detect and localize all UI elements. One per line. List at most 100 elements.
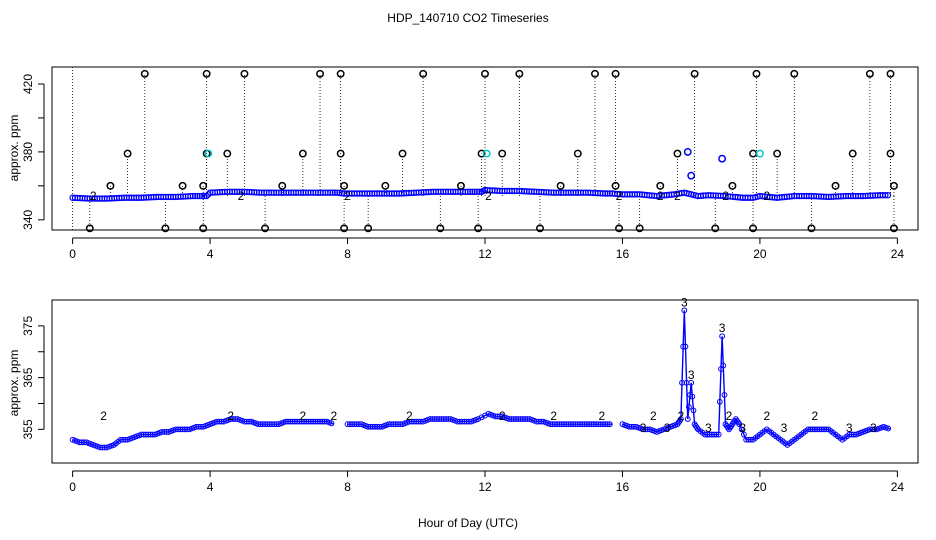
trace-point — [329, 189, 336, 196]
trace-point — [882, 191, 889, 199]
trace-point — [682, 343, 689, 350]
point-spikes-high — [515, 69, 524, 78]
trace-point — [681, 307, 688, 314]
point-spikes-low — [807, 224, 816, 233]
top-y-tick-label: 380 — [21, 142, 35, 162]
point-spikes-low — [261, 224, 270, 233]
point-spikes-mid — [223, 149, 232, 158]
bottom-y-axis-label: approx. ppm — [7, 350, 21, 417]
trace-line — [622, 310, 891, 446]
trace-green-label: 2 — [227, 409, 234, 423]
bottom-x-tick-label: 0 — [69, 480, 76, 494]
trace-blue-label: 3 — [739, 421, 746, 435]
point-blue-high — [687, 171, 696, 180]
trace-green-label: 2 — [657, 189, 664, 203]
bottom-x-tick-label: 24 — [891, 480, 905, 494]
point-spikes-mid — [340, 181, 349, 190]
trace-green-label: 2 — [650, 409, 657, 423]
bottom-x-tick-label: 12 — [478, 480, 492, 494]
trace-green-label: 2 — [763, 189, 770, 203]
chart-title: HDP_140710 CO2 Timeseries — [387, 11, 548, 25]
bottom-x-tick-label: 20 — [753, 480, 767, 494]
top-x-tick-label: 4 — [207, 247, 214, 261]
peak-label: 3 — [681, 295, 688, 309]
trace-point — [738, 426, 745, 433]
trace-green-label: 2 — [726, 409, 733, 423]
point-cyan-points — [755, 149, 764, 158]
point-spikes-mid — [178, 181, 187, 190]
bottom-x-tick-label: 8 — [344, 480, 351, 494]
top-plot-frame — [51, 66, 919, 231]
point-spikes-high — [140, 69, 149, 78]
trace-green-label: 2 — [763, 409, 770, 423]
trace-green-label: 2 — [598, 409, 605, 423]
trace-point — [191, 192, 199, 200]
point-spikes-high — [481, 69, 489, 78]
peak-label: 3 — [688, 368, 695, 382]
trace-green-label: 2 — [344, 189, 351, 203]
trace-blue-label: 3 — [640, 421, 647, 435]
trace-blue-label: 3 — [705, 421, 712, 435]
trace-point — [689, 393, 696, 400]
bottom-y-axis: 355 365 375 — [21, 316, 45, 439]
trace-blue-label: 3 — [846, 421, 853, 435]
trace-point — [476, 188, 483, 195]
bottom-x-tick-label: 4 — [207, 480, 214, 494]
point-spikes-low — [85, 224, 94, 233]
top-x-tick-label: 24 — [891, 247, 905, 261]
point-spikes-mid — [477, 149, 486, 158]
trace-point — [719, 333, 726, 340]
point-spikes-mid — [456, 181, 465, 190]
trace-green-label: 2 — [616, 189, 623, 203]
trace-point — [884, 191, 892, 199]
point-spikes-low — [364, 224, 373, 233]
top-x-tick-label: 0 — [69, 247, 76, 261]
trace-green-label: 2 — [300, 409, 307, 423]
point-spikes-high — [419, 69, 428, 78]
point-spikes-high — [865, 69, 874, 78]
trace-point — [885, 425, 892, 432]
point-spikes-high — [790, 69, 799, 78]
trace-point — [736, 421, 743, 428]
trace-point — [328, 420, 335, 427]
trace-point — [194, 192, 201, 200]
top-spike-lines — [72, 67, 895, 230]
trace-point — [473, 188, 481, 195]
point-spikes-low — [536, 224, 544, 233]
bottom-y-tick-label: 375 — [21, 316, 35, 336]
trace-green-label: 2 — [499, 409, 506, 423]
point-spikes-mid — [848, 149, 857, 158]
point-spikes-mid — [656, 181, 665, 190]
trace-point — [189, 192, 197, 200]
point-spikes-high — [240, 69, 249, 78]
trace-blue-label: 3 — [664, 421, 671, 435]
point-spikes-high — [752, 69, 761, 78]
point-spikes-mid — [123, 149, 132, 158]
trace-point — [331, 189, 339, 196]
point-spikes-mid — [398, 149, 407, 158]
point-spikes-high — [316, 69, 324, 78]
top-y-axis: 340 380 420 — [21, 74, 45, 230]
trace-green-label: 2 — [90, 189, 97, 203]
point-blue-high — [718, 154, 727, 163]
trace-point — [466, 188, 474, 195]
point-spikes-high — [202, 69, 211, 78]
trace-point — [464, 188, 472, 195]
peak-label: 3 — [719, 321, 726, 335]
top-points — [85, 69, 898, 233]
bottom-plot-frame — [51, 299, 919, 464]
point-spikes-low — [340, 224, 349, 233]
trace-point — [680, 343, 687, 350]
top-x-axis: 0 4 8 12 16 20 24 — [69, 237, 905, 261]
trace-blue-label: 3 — [781, 421, 788, 435]
point-spikes-mid — [831, 181, 840, 190]
trace-green-label: 2 — [406, 409, 413, 423]
point-spikes-mid — [886, 149, 895, 158]
trace-green-label: 2 — [330, 409, 337, 423]
top-y-tick-label: 420 — [21, 74, 35, 94]
trace-point — [606, 421, 613, 428]
trace-point — [716, 398, 723, 405]
point-spikes-high — [336, 69, 345, 78]
trace-point — [677, 416, 684, 422]
